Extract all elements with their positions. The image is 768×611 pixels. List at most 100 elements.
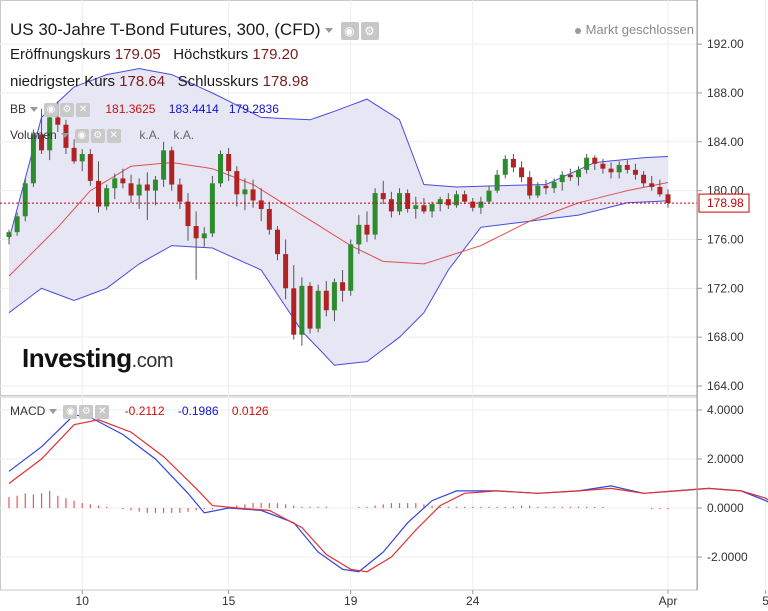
- macd-line: [8, 414, 768, 573]
- price-candles: [0, 101, 697, 346]
- candle-body: [193, 226, 199, 239]
- candle-body: [201, 233, 207, 239]
- axes: 10 15 19 24 Apr 5164.00168.00172.00176.00180.…: [76, 0, 768, 608]
- candle-body: [543, 185, 549, 189]
- candle-body: [177, 184, 183, 202]
- candle-body: [551, 182, 557, 189]
- candle-body: [600, 163, 606, 169]
- candle-body: [527, 177, 533, 196]
- y-tick-label: 188.00: [707, 86, 744, 100]
- candle-body: [242, 189, 248, 195]
- candle-body: [372, 193, 378, 235]
- candle-body: [567, 174, 573, 178]
- y-tick-label: 184.00: [707, 135, 744, 149]
- candle-body: [234, 171, 240, 195]
- candle-body: [421, 205, 427, 212]
- candle-body: [185, 201, 191, 227]
- candle-body: [535, 185, 541, 196]
- candle-body: [405, 193, 411, 209]
- candle-body: [274, 229, 280, 255]
- candle-body: [331, 282, 337, 311]
- eye-icon[interactable]: ◉: [63, 404, 78, 419]
- gear-icon[interactable]: ⚙: [360, 21, 379, 40]
- candle-body: [39, 134, 45, 151]
- close-icon[interactable]: ✕: [106, 128, 121, 143]
- chevron-down-icon[interactable]: [30, 107, 39, 113]
- candle-body: [14, 216, 20, 233]
- candle-body: [258, 200, 264, 209]
- eye-icon[interactable]: ◉: [74, 128, 89, 143]
- candle-body: [266, 208, 272, 230]
- x-tick-label: 10: [76, 594, 90, 608]
- x-tick-label: 15: [222, 594, 236, 608]
- status-dot-icon: [574, 27, 581, 34]
- candle-body: [397, 193, 403, 212]
- candle-body: [250, 189, 256, 201]
- investing-logo: Investing.com: [22, 343, 173, 373]
- bb-upper-line: [8, 67, 669, 240]
- macd-tick-label: 4.0000: [707, 403, 744, 417]
- eye-icon[interactable]: ◉: [340, 21, 359, 40]
- bb-fill: [9, 68, 668, 366]
- candle-body: [453, 194, 459, 206]
- candle-body: [152, 179, 158, 191]
- chart-title: US 30-Jahre T-Bond Futures, 300, (CFD) ◉ ⚙: [10, 20, 379, 40]
- market-status: Markt geschlossen: [574, 22, 694, 37]
- signal-line: [8, 419, 768, 573]
- y-tick-label: 172.00: [707, 281, 744, 295]
- x-tick-label: Apr: [659, 594, 678, 608]
- candle-body: [429, 204, 435, 212]
- candle-body: [30, 134, 36, 184]
- candle-body: [584, 157, 590, 170]
- candle-body: [519, 167, 525, 178]
- gear-icon[interactable]: ⚙: [90, 128, 105, 143]
- candle-body: [356, 224, 362, 245]
- candle-body: [299, 285, 305, 335]
- candle-body: [665, 194, 671, 204]
- candle-body: [218, 154, 224, 184]
- candle-body: [340, 282, 346, 291]
- macd-tick-label: 2.0000: [707, 452, 744, 466]
- candle-body: [657, 186, 663, 195]
- ohlc-row-1: Eröffnungskurs 179.05 Höchstkurs 179.20: [10, 46, 299, 63]
- candle-body: [6, 232, 12, 238]
- candle-body: [364, 224, 370, 235]
- chevron-down-icon[interactable]: [60, 133, 69, 139]
- y-tick-label: 192.00: [707, 37, 744, 51]
- candle-body: [112, 178, 118, 189]
- chevron-down-icon[interactable]: [324, 28, 333, 34]
- candle-body: [649, 183, 655, 187]
- candle-body: [209, 183, 215, 234]
- close-icon[interactable]: ✕: [95, 404, 110, 419]
- volume-legend: Volumen ◉ ⚙ ✕ k.A. k.A.: [10, 128, 195, 143]
- candle-body: [559, 174, 565, 183]
- macd-tick-label: 0.0000: [707, 501, 744, 515]
- x-tick-label: 24: [466, 594, 480, 608]
- candle-body: [128, 183, 134, 196]
- x-tick-label: 5: [762, 594, 768, 608]
- last-price-label: 178.98: [707, 196, 744, 210]
- candle-body: [136, 184, 142, 196]
- candle-body: [95, 180, 101, 207]
- y-tick-label: 176.00: [707, 232, 744, 246]
- candle-body: [470, 201, 476, 208]
- candle-body: [55, 117, 61, 125]
- eye-icon[interactable]: ◉: [44, 102, 59, 117]
- gear-icon[interactable]: ⚙: [79, 404, 94, 419]
- candle-body: [486, 190, 492, 202]
- candle-body: [323, 290, 329, 311]
- candle-body: [87, 154, 93, 181]
- candle-body: [22, 183, 28, 217]
- bb-middle-line: [8, 162, 669, 277]
- macd-tick-label: -2.0000: [707, 550, 748, 564]
- candle-body: [592, 157, 598, 164]
- candle-body: [445, 199, 451, 206]
- candle-body: [315, 290, 321, 329]
- candle-body: [624, 164, 630, 170]
- gear-icon[interactable]: ⚙: [60, 102, 75, 117]
- candle-body: [283, 254, 289, 289]
- chevron-down-icon[interactable]: [49, 409, 58, 415]
- bb-lower-line: [8, 200, 669, 366]
- close-icon[interactable]: ✕: [76, 102, 91, 117]
- candle-body: [413, 205, 419, 209]
